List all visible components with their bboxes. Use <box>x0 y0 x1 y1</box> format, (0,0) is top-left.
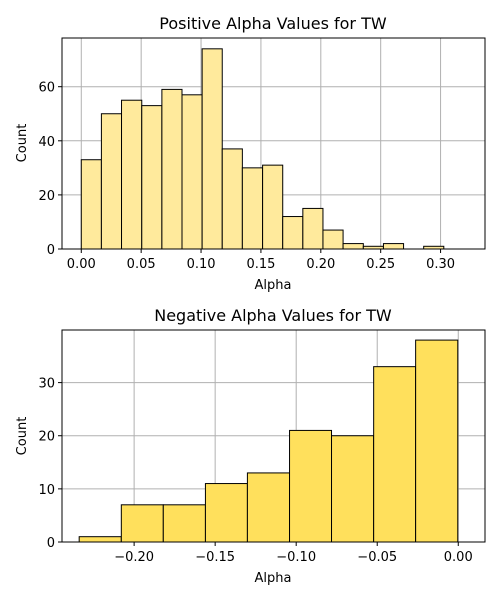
y-tick-label: 20 <box>38 430 55 445</box>
x-tick-label: 0.00 <box>444 550 473 565</box>
histogram-bar <box>246 472 291 543</box>
histogram-bar <box>322 229 344 250</box>
x-tick-label: −0.20 <box>114 550 154 565</box>
histogram-bar <box>373 366 417 543</box>
histogram-bar <box>80 159 102 250</box>
chart-title: Positive Alpha Values for TW <box>159 14 387 33</box>
histogram-bar <box>201 48 223 250</box>
histogram-bar <box>302 207 324 250</box>
negative-alpha-histogram: Negative Alpha Values for TW −0.20 −0.15−… <box>15 306 486 586</box>
histogram-bar <box>331 435 375 543</box>
x-tick-label: 0.25 <box>366 257 395 272</box>
y-tick-label: 0 <box>47 243 55 258</box>
y-axis-label: Count <box>15 417 30 456</box>
x-tick-label: 0.15 <box>246 257 275 272</box>
x-tick-label: 0.30 <box>426 257 455 272</box>
x-tick-label: 0.05 <box>127 257 156 272</box>
positive-alpha-histogram: Positive Alpha Values for TW 0.00 0.05 0.1… <box>15 14 486 293</box>
y-ticks: 0 10 20 30 <box>38 377 62 551</box>
histogram-bar <box>121 99 143 250</box>
histogram-bar <box>282 216 304 250</box>
x-tick-label: −0.10 <box>276 550 316 565</box>
histogram-bar <box>181 94 203 250</box>
histogram-bar <box>100 113 123 250</box>
y-tick-label: 60 <box>38 81 55 96</box>
x-axis-label: Alpha <box>255 571 292 586</box>
plot-frame <box>61 37 486 250</box>
histogram-bar <box>415 339 459 543</box>
x-axis-label: Alpha <box>255 278 292 293</box>
histogram-bar <box>78 536 122 543</box>
y-tick-label: 30 <box>38 377 55 392</box>
histogram-bar <box>342 243 364 250</box>
histogram-bar <box>161 88 183 250</box>
chart-title: Negative Alpha Values for TW <box>154 306 392 325</box>
bars <box>80 48 445 250</box>
histogram-bar <box>204 483 248 543</box>
histogram-bar <box>221 148 243 250</box>
histogram-bar <box>289 429 333 543</box>
y-tick-label: 40 <box>38 135 55 150</box>
y-tick-label: 0 <box>47 536 55 551</box>
histogram-bar <box>120 504 164 543</box>
histogram-bar <box>241 167 264 250</box>
y-tick-label: 10 <box>38 483 55 498</box>
x-tick-label: 0.20 <box>306 257 335 272</box>
histogram-bar <box>141 105 163 250</box>
y-axis-label: Count <box>15 124 30 163</box>
y-tick-label: 20 <box>38 189 55 204</box>
x-ticks: −0.20 −0.15 −0.10 −0.05 0.00 <box>114 542 473 565</box>
y-ticks: 0 20 40 60 <box>38 81 62 258</box>
x-tick-label: −0.15 <box>195 550 235 565</box>
x-tick-label: −0.05 <box>357 550 397 565</box>
x-ticks: 0.00 0.05 0.10 0.15 0.20 0.25 0.30 <box>67 249 455 272</box>
x-tick-label: 0.10 <box>187 257 216 272</box>
x-tick-label: 0.00 <box>67 257 96 272</box>
histogram-bar <box>262 164 284 250</box>
histogram-bar <box>162 504 206 543</box>
histogram-bar <box>382 243 405 250</box>
bars <box>78 339 459 543</box>
